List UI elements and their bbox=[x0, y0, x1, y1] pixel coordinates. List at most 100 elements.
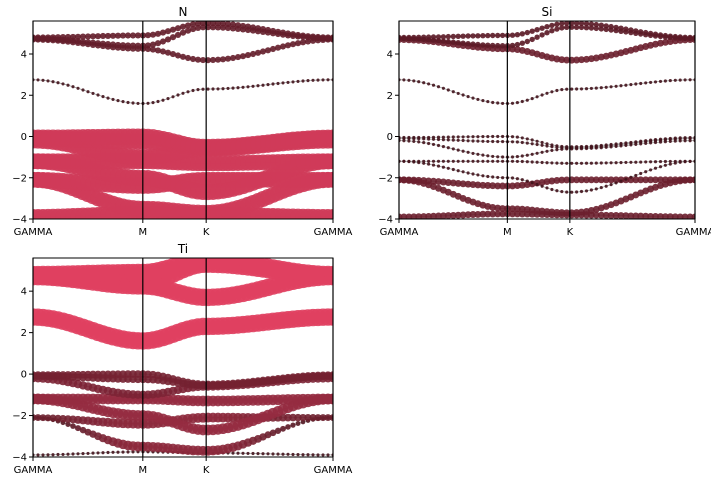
y-tick-label: −4 bbox=[378, 215, 393, 226]
band-point bbox=[96, 451, 100, 455]
band-point bbox=[476, 173, 480, 177]
band-point bbox=[613, 24, 619, 31]
band-point bbox=[269, 45, 277, 53]
band-point bbox=[406, 34, 412, 41]
band-point bbox=[435, 212, 442, 219]
band-point bbox=[124, 42, 132, 49]
band-point bbox=[279, 29, 287, 36]
band-point bbox=[461, 159, 465, 163]
band-point bbox=[159, 29, 167, 36]
band-point bbox=[144, 32, 152, 39]
band-point bbox=[637, 176, 645, 184]
band-point bbox=[214, 56, 222, 63]
plot-area bbox=[399, 21, 695, 219]
band-point bbox=[304, 33, 312, 40]
band-point bbox=[649, 80, 653, 84]
x-tick-label: GAMMA bbox=[314, 465, 353, 476]
band-point bbox=[441, 86, 445, 90]
band-point bbox=[61, 452, 65, 456]
band-point bbox=[622, 212, 630, 219]
band-point bbox=[451, 135, 455, 139]
band-point bbox=[618, 25, 624, 31]
band-point bbox=[519, 31, 525, 37]
band-point bbox=[449, 211, 457, 219]
band-point bbox=[639, 81, 643, 86]
band-point bbox=[499, 205, 507, 213]
band-point bbox=[573, 176, 581, 184]
band-point bbox=[589, 161, 593, 165]
band-point bbox=[634, 140, 638, 144]
band-point bbox=[599, 161, 603, 165]
band-point bbox=[548, 177, 556, 185]
band-point bbox=[550, 90, 554, 94]
band-point bbox=[653, 138, 658, 142]
band-point bbox=[545, 91, 549, 95]
band-point bbox=[196, 88, 200, 92]
band-point bbox=[565, 145, 569, 149]
band-point bbox=[466, 150, 470, 154]
band-point bbox=[529, 36, 535, 43]
band-point bbox=[451, 167, 455, 172]
band-point bbox=[199, 21, 207, 27]
band-point bbox=[290, 422, 296, 428]
band-point bbox=[624, 83, 628, 87]
y-tick-label: 0 bbox=[21, 370, 27, 381]
panel-title: Ti bbox=[177, 242, 188, 256]
band-point bbox=[639, 160, 643, 164]
band-point bbox=[281, 81, 285, 85]
band-point bbox=[325, 208, 333, 219]
band-point bbox=[559, 21, 565, 27]
band-point bbox=[226, 86, 230, 90]
band-point bbox=[499, 32, 506, 39]
band-point bbox=[134, 32, 142, 39]
y-tick-label: −4 bbox=[12, 453, 27, 464]
band-point bbox=[154, 47, 162, 54]
band-point bbox=[555, 161, 559, 165]
band-point bbox=[294, 40, 302, 47]
band-point bbox=[219, 56, 227, 63]
band-point bbox=[486, 174, 490, 179]
band-point bbox=[231, 86, 235, 90]
band-point bbox=[326, 78, 330, 82]
band-point bbox=[459, 211, 467, 219]
band-point bbox=[209, 56, 217, 64]
band-point bbox=[316, 453, 320, 457]
band-point bbox=[236, 86, 240, 90]
band-point bbox=[186, 90, 190, 94]
band-point bbox=[33, 34, 37, 41]
band-point bbox=[422, 141, 426, 145]
band-point bbox=[663, 159, 667, 164]
band-point bbox=[554, 26, 560, 32]
band-point bbox=[246, 451, 250, 455]
band-point bbox=[479, 210, 487, 218]
band-point bbox=[256, 452, 260, 456]
band-point bbox=[628, 27, 634, 33]
band-point bbox=[74, 33, 82, 40]
band-point bbox=[565, 87, 569, 91]
band-point bbox=[624, 141, 628, 145]
band-point bbox=[614, 142, 618, 146]
band-point bbox=[691, 213, 695, 219]
y-tick-label: 4 bbox=[21, 50, 27, 61]
band-point bbox=[514, 41, 521, 48]
band-point bbox=[422, 159, 426, 163]
band-point bbox=[445, 33, 451, 40]
y-tick-label: 2 bbox=[21, 328, 27, 339]
band-point bbox=[149, 41, 157, 48]
band-point bbox=[59, 34, 67, 41]
band-point bbox=[589, 86, 593, 90]
y-tick-label: 0 bbox=[387, 132, 393, 143]
band-point bbox=[306, 79, 310, 83]
band-point bbox=[539, 25, 545, 31]
band-point bbox=[231, 451, 235, 455]
y-tick-label: 4 bbox=[387, 50, 393, 61]
band-point bbox=[459, 180, 467, 188]
band-point bbox=[101, 451, 105, 455]
band-point bbox=[578, 176, 585, 184]
band-point bbox=[422, 135, 426, 139]
band-point bbox=[510, 140, 515, 144]
band-point bbox=[515, 155, 519, 159]
band-point bbox=[540, 93, 544, 97]
band-point bbox=[604, 85, 608, 89]
band-point bbox=[436, 137, 441, 142]
